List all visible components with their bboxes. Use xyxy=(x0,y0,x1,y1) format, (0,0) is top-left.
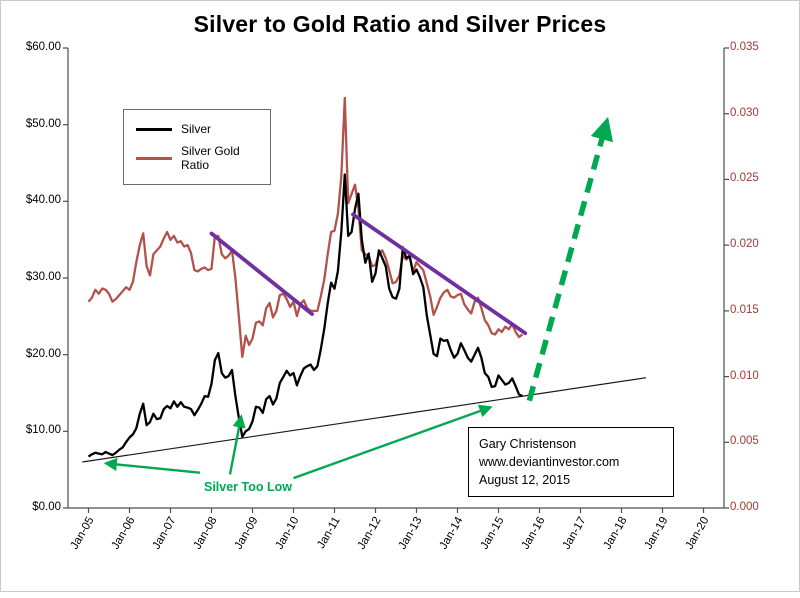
ratio-line-sample xyxy=(136,156,172,160)
silver-too-low-arrow xyxy=(228,414,246,475)
projection-up-arrow xyxy=(526,116,614,402)
source-website: www.deviantinvestor.com xyxy=(479,455,620,470)
silver-too-low-arrow xyxy=(103,457,201,474)
purple-downtrend-line xyxy=(351,212,528,336)
silver-too-low-label: Silver Too Low xyxy=(204,480,292,494)
legend-label-silver: Silver xyxy=(181,122,212,136)
legend-item-silver: Silver xyxy=(124,118,270,140)
source-author: Gary Christenson xyxy=(479,437,577,451)
ratio-series-line xyxy=(87,96,524,359)
source-annotation-box: Gary Christenson www.deviantinvestor.com… xyxy=(468,427,674,498)
purple-downtrend-line xyxy=(209,231,314,316)
silver-series-line xyxy=(87,173,523,458)
legend: Silver Silver Gold Ratio xyxy=(123,109,271,185)
chart-title: Silver to Gold Ratio and Silver Prices xyxy=(193,11,607,37)
silver-too-low-arrow xyxy=(293,404,493,480)
silver-line-sample xyxy=(136,127,172,131)
legend-item-silver-gold-ratio: Silver Gold Ratio xyxy=(124,140,270,176)
source-date: August 12, 2015 xyxy=(479,473,571,488)
legend-label-ratio: Silver Gold Ratio xyxy=(181,144,240,172)
support-trendline xyxy=(82,377,647,463)
